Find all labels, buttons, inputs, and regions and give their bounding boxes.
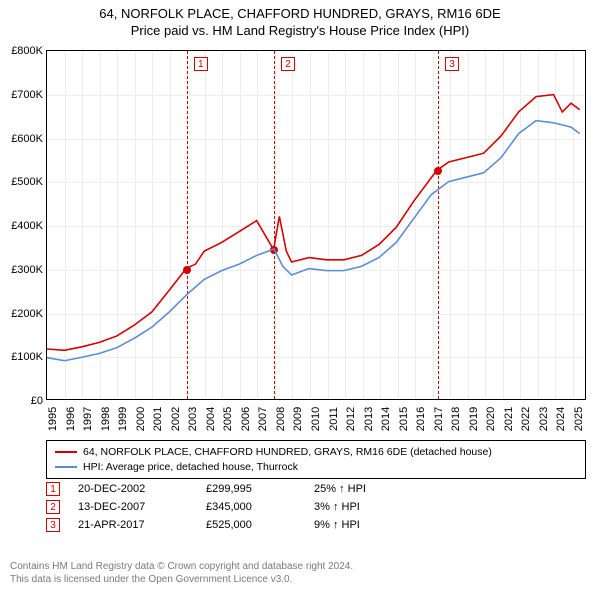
x-axis-label: 2019 — [468, 407, 480, 431]
x-axis-label: 2010 — [310, 407, 322, 431]
series-line-hpi — [47, 121, 580, 361]
event-row-price: £299,995 — [206, 483, 296, 495]
title-line-1: 64, NORFOLK PLACE, CHAFFORD HUNDRED, GRA… — [0, 6, 600, 23]
x-axis-label: 2016 — [415, 407, 427, 431]
x-axis-label: 1998 — [100, 407, 112, 431]
plot-area: £0£100K£200K£300K£400K£500K£600K£700K£80… — [46, 50, 586, 400]
y-axis-label: £200K — [0, 308, 43, 320]
event-row-delta: 3% ↑ HPI — [314, 501, 434, 513]
event-row-delta: 25% ↑ HPI — [314, 483, 434, 495]
x-axis-label: 2003 — [187, 407, 199, 431]
y-axis-label: £400K — [0, 220, 43, 232]
legend-item-hpi: HPI: Average price, detached house, Thur… — [55, 460, 577, 475]
x-axis-label: 1999 — [117, 407, 129, 431]
license-line-2: This data is licensed under the Open Gov… — [10, 574, 590, 587]
event-row-date: 20-DEC-2002 — [78, 483, 188, 495]
title-line-2: Price paid vs. HM Land Registry's House … — [0, 23, 600, 40]
y-axis-label: £300K — [0, 264, 43, 276]
event-row-date: 13-DEC-2007 — [78, 501, 188, 513]
x-axis-label: 2015 — [398, 407, 410, 431]
event-row-delta: 9% ↑ HPI — [314, 519, 434, 531]
event-row-num: 1 — [46, 482, 60, 496]
event-row-num: 3 — [46, 518, 60, 532]
event-row-price: £345,000 — [206, 501, 296, 513]
x-axis-label: 2005 — [222, 407, 234, 431]
chart-area: £0£100K£200K£300K£400K£500K£600K£700K£80… — [46, 50, 586, 400]
event-row: 3 21-APR-2017 £525,000 9% ↑ HPI — [46, 516, 586, 534]
x-axis-label: 2025 — [573, 407, 585, 431]
y-axis-label: £800K — [0, 45, 43, 57]
y-axis-label: £100K — [0, 351, 43, 363]
event-row-date: 21-APR-2017 — [78, 519, 188, 531]
x-axis-label: 2001 — [152, 407, 164, 431]
legend-label-hpi: HPI: Average price, detached house, Thur… — [83, 460, 298, 475]
x-axis-label: 2000 — [135, 407, 147, 431]
x-axis-label: 2021 — [503, 407, 515, 431]
x-axis-label: 2020 — [485, 407, 497, 431]
x-axis-label: 1997 — [82, 407, 94, 431]
event-row: 2 13-DEC-2007 £345,000 3% ↑ HPI — [46, 498, 586, 516]
x-axis-label: 2012 — [345, 407, 357, 431]
x-axis-label: 2007 — [257, 407, 269, 431]
x-axis-label: 1995 — [47, 407, 59, 431]
x-axis-label: 2013 — [363, 407, 375, 431]
event-row-price: £525,000 — [206, 519, 296, 531]
x-axis-label: 2014 — [380, 407, 392, 431]
legend-box: 64, NORFOLK PLACE, CHAFFORD HUNDRED, GRA… — [46, 440, 586, 479]
x-axis-label: 2024 — [555, 407, 567, 431]
license-text: Contains HM Land Registry data © Crown c… — [10, 561, 590, 586]
x-axis-label: 2002 — [170, 407, 182, 431]
series-line-property — [47, 95, 580, 351]
x-axis-label: 2004 — [205, 407, 217, 431]
chart-title-block: 64, NORFOLK PLACE, CHAFFORD HUNDRED, GRA… — [0, 0, 600, 40]
x-axis-label: 2018 — [450, 407, 462, 431]
x-axis-label: 2022 — [520, 407, 532, 431]
x-axis-label: 1996 — [65, 407, 77, 431]
x-axis-label: 2008 — [275, 407, 287, 431]
legend-swatch-property — [55, 451, 77, 453]
event-row: 1 20-DEC-2002 £299,995 25% ↑ HPI — [46, 480, 586, 498]
x-axis-label: 2009 — [292, 407, 304, 431]
legend-swatch-hpi — [55, 466, 77, 468]
legend-item-property: 64, NORFOLK PLACE, CHAFFORD HUNDRED, GRA… — [55, 445, 577, 460]
y-axis-label: £0 — [0, 395, 43, 407]
x-axis-label: 2023 — [538, 407, 550, 431]
legend-label-property: 64, NORFOLK PLACE, CHAFFORD HUNDRED, GRA… — [83, 445, 492, 460]
event-row-num: 2 — [46, 500, 60, 514]
license-line-1: Contains HM Land Registry data © Crown c… — [10, 561, 590, 574]
x-axis-label: 2017 — [433, 407, 445, 431]
x-axis-label: 2006 — [240, 407, 252, 431]
x-axis-label: 2011 — [328, 407, 340, 431]
y-axis-label: £500K — [0, 176, 43, 188]
events-table: 1 20-DEC-2002 £299,995 25% ↑ HPI 2 13-DEC-200… — [46, 480, 586, 534]
y-axis-label: £700K — [0, 89, 43, 101]
y-axis-label: £600K — [0, 133, 43, 145]
